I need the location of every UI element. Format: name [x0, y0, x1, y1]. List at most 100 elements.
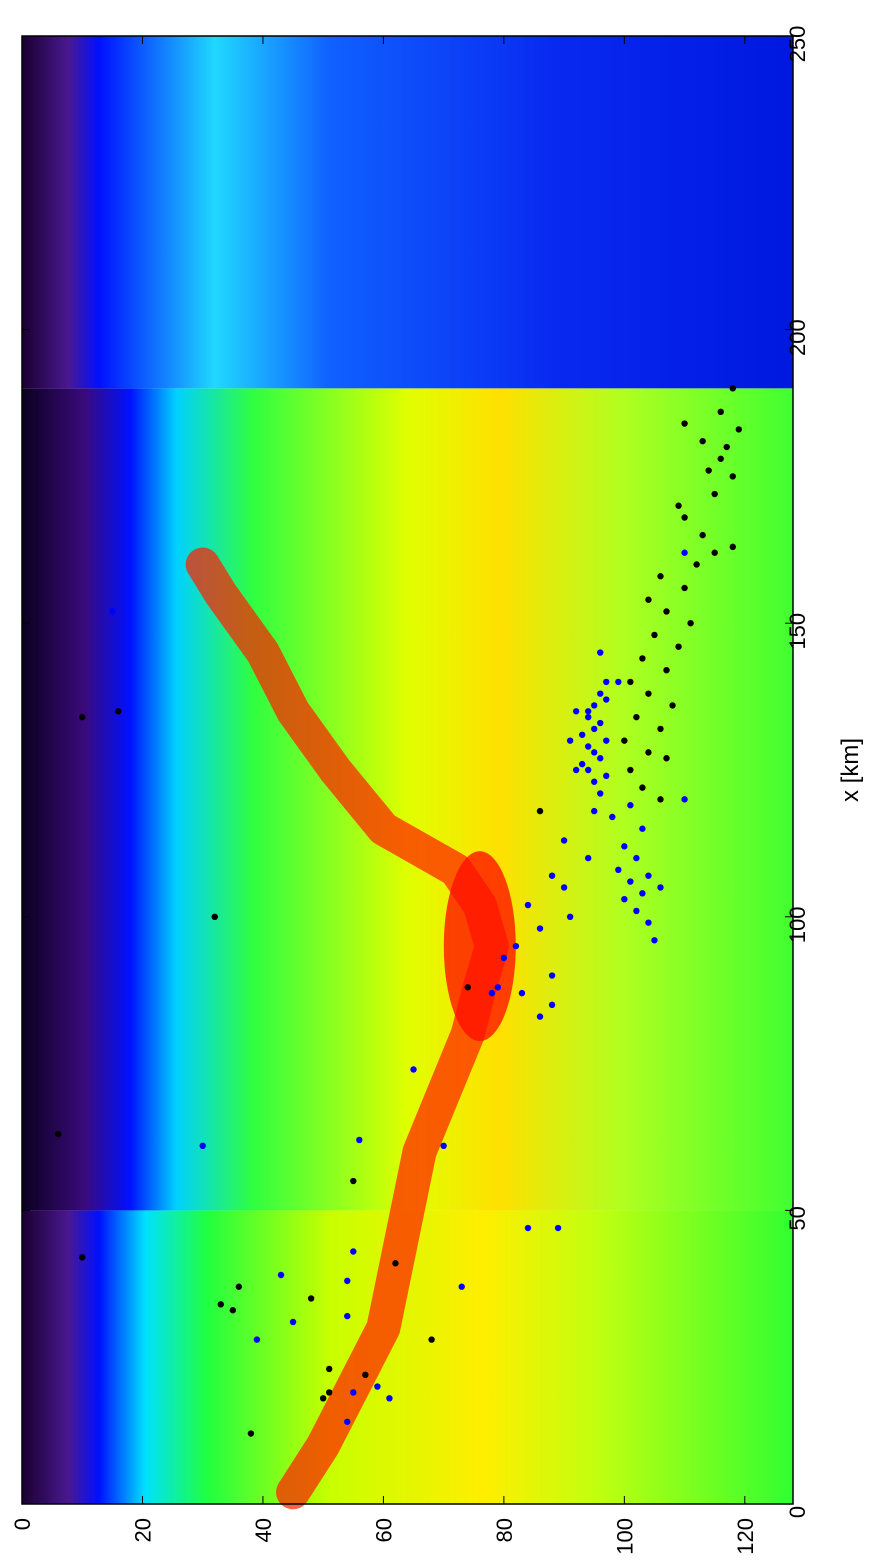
x-tick-label: 100: [785, 906, 810, 943]
marker-black: [730, 544, 736, 550]
y-tick-label: 40: [251, 1518, 276, 1542]
plot-area: [22, 36, 793, 1504]
marker-black: [657, 726, 663, 732]
marker-blue: [440, 1143, 446, 1149]
marker-blue: [519, 990, 525, 996]
marker-black: [633, 714, 639, 720]
marker-blue: [585, 708, 591, 714]
y-tick-label: 100: [612, 1518, 637, 1555]
marker-black: [79, 1254, 85, 1260]
heatmap-segment-3: [22, 36, 793, 388]
marker-blue: [579, 732, 585, 738]
y-tick-label: 60: [371, 1518, 396, 1542]
marker-blue: [356, 1137, 362, 1143]
marker-blue: [109, 608, 115, 614]
marker-blue: [555, 1225, 561, 1231]
heatmap-segment-2: [22, 388, 793, 1210]
marker-blue: [591, 808, 597, 814]
marker-blue: [591, 702, 597, 708]
marker-black: [621, 737, 627, 743]
marker-blue: [495, 984, 501, 990]
marker-blue: [627, 878, 633, 884]
marker-blue: [585, 714, 591, 720]
marker-black: [730, 473, 736, 479]
marker-black: [645, 597, 651, 603]
marker-blue: [651, 937, 657, 943]
marker-blue: [621, 896, 627, 902]
marker-black: [55, 1131, 61, 1137]
marker-black: [248, 1430, 254, 1436]
marker-black: [736, 426, 742, 432]
marker-blue: [627, 802, 633, 808]
x-tick-label: 0: [785, 1506, 810, 1518]
marker-blue: [639, 890, 645, 896]
marker-blue: [501, 955, 507, 961]
marker-blue: [290, 1319, 296, 1325]
marker-black: [465, 984, 471, 990]
marker-blue: [459, 1284, 465, 1290]
marker-blue: [579, 761, 585, 767]
marker-blue: [621, 843, 627, 849]
marker-black: [639, 784, 645, 790]
marker-blue: [350, 1389, 356, 1395]
marker-blue: [549, 872, 555, 878]
marker-blue: [561, 884, 567, 890]
marker-black: [675, 503, 681, 509]
marker-blue: [410, 1066, 416, 1072]
marker-black: [308, 1295, 314, 1301]
marker-blue: [597, 755, 603, 761]
marker-blue: [609, 814, 615, 820]
marker-black: [693, 561, 699, 567]
y-tick-label: 20: [130, 1518, 155, 1542]
marker-blue: [615, 867, 621, 873]
marker-black: [651, 632, 657, 638]
marker-black: [724, 444, 730, 450]
x-axis-label: x [km]: [837, 738, 864, 802]
marker-blue: [633, 855, 639, 861]
marker-black: [681, 585, 687, 591]
marker-black: [350, 1178, 356, 1184]
marker-blue: [645, 872, 651, 878]
marker-black: [675, 643, 681, 649]
marker-black: [687, 620, 693, 626]
marker-black: [681, 514, 687, 520]
marker-black: [230, 1307, 236, 1313]
marker-black: [711, 550, 717, 556]
marker-black: [326, 1389, 332, 1395]
marker-blue: [597, 720, 603, 726]
marker-blue: [585, 743, 591, 749]
marker-black: [663, 608, 669, 614]
marker-blue: [525, 1225, 531, 1231]
marker-black: [392, 1260, 398, 1266]
marker-black: [699, 438, 705, 444]
marker-blue: [603, 737, 609, 743]
marker-black: [718, 409, 724, 415]
marker-blue: [681, 796, 687, 802]
y-tick-label: 0: [10, 1518, 35, 1530]
marker-blue: [573, 767, 579, 773]
marker-blue: [573, 708, 579, 714]
marker-blue: [567, 737, 573, 743]
marker-black: [537, 808, 543, 814]
marker-blue: [344, 1313, 350, 1319]
x-tick-label: 250: [785, 26, 810, 63]
marker-blue: [344, 1278, 350, 1284]
marker-black: [645, 690, 651, 696]
marker-black: [705, 467, 711, 473]
marker-blue: [567, 914, 573, 920]
marker-blue: [537, 925, 543, 931]
marker-black: [669, 702, 675, 708]
y-tick-label: 80: [492, 1518, 517, 1542]
marker-black: [699, 532, 705, 538]
marker-blue: [591, 749, 597, 755]
marker-blue: [525, 902, 531, 908]
marker-blue: [681, 550, 687, 556]
marker-black: [320, 1395, 326, 1401]
marker-blue: [386, 1395, 392, 1401]
marker-blue: [344, 1419, 350, 1425]
marker-black: [730, 385, 736, 391]
x-tick-label: 150: [785, 613, 810, 650]
marker-blue: [254, 1336, 260, 1342]
marker-blue: [597, 690, 603, 696]
marker-black: [627, 679, 633, 685]
